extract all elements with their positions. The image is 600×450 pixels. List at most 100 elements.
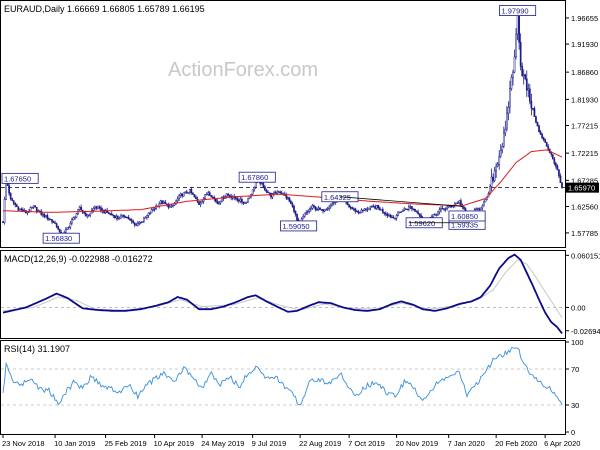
candle-body	[176, 198, 179, 202]
candle-body	[492, 176, 494, 181]
candle-body	[437, 211, 439, 216]
candle-body	[516, 14, 519, 35]
date-tick-label: 25 Feb 2019	[105, 439, 147, 448]
candle-body	[380, 209, 383, 211]
candle-body	[251, 189, 254, 195]
candle-body	[371, 206, 373, 208]
candle-body	[316, 209, 318, 211]
candle-body	[210, 195, 213, 198]
candle-body	[38, 210, 41, 212]
candle-body	[264, 186, 266, 191]
price-tick-label: 1.86860	[571, 68, 598, 77]
candle-body	[479, 207, 482, 210]
candle-body	[354, 208, 357, 212]
symbol-header: EURAUD,Daily 1.66669 1.66805 1.65789 1.6…	[4, 4, 205, 14]
candle-body	[483, 201, 485, 207]
candle-body	[57, 226, 59, 230]
trend-lines	[339, 196, 471, 224]
candle-body	[527, 88, 530, 91]
candle-body	[495, 165, 497, 172]
candle-body	[92, 208, 95, 211]
candle-body	[463, 206, 465, 209]
candle-body	[35, 206, 38, 212]
candle-body	[144, 217, 147, 219]
candle-body	[322, 209, 324, 212]
candle-body	[48, 218, 50, 220]
macd-line	[2, 253, 563, 334]
price-annotation-label: 1.56830	[45, 234, 72, 243]
candle-body	[355, 210, 358, 213]
macd-tick-label: 0.060151	[571, 251, 600, 260]
candle-body	[545, 142, 548, 147]
candle-body	[9, 193, 12, 199]
candle-body	[139, 221, 142, 224]
candle-body	[86, 214, 89, 217]
price-annotation-label: 1.67650	[4, 174, 31, 183]
candle-body	[32, 205, 35, 208]
candle-body	[279, 191, 282, 194]
candle-body	[394, 217, 396, 220]
candle-body	[515, 33, 517, 58]
candle-body	[178, 195, 180, 200]
moving-average-line	[2, 149, 563, 213]
candle-body	[555, 163, 557, 167]
candle-body	[117, 216, 119, 219]
candle-body	[110, 213, 113, 216]
candle-body	[522, 74, 525, 77]
candle-body	[8, 185, 10, 194]
candle-body	[378, 207, 381, 211]
candle-body	[440, 208, 442, 211]
candle-body	[84, 212, 87, 217]
candle-body	[37, 210, 40, 212]
candle-body	[31, 207, 33, 209]
candle-body	[204, 194, 207, 199]
candle-body	[190, 188, 193, 193]
candle-body	[58, 228, 61, 233]
candle-body	[45, 215, 47, 218]
candle-body	[98, 206, 101, 208]
candle-body	[328, 206, 331, 209]
candle-body	[179, 193, 182, 196]
candle-body	[348, 204, 350, 208]
rsi-tick-label: 30	[571, 401, 579, 410]
candle-body	[496, 164, 499, 167]
candle-body	[273, 192, 275, 194]
candle-body	[395, 215, 398, 219]
candle-body	[475, 208, 478, 211]
candle-body	[170, 205, 173, 207]
candle-body	[244, 202, 246, 204]
candle-body	[326, 208, 329, 210]
rsi-panel-frame	[0, 340, 566, 435]
candle-body	[434, 214, 436, 216]
candle-body	[75, 213, 78, 218]
candle-body	[181, 193, 184, 197]
candle-body	[293, 205, 295, 212]
date-tick-label: 20 Nov 2019	[396, 439, 439, 448]
candle-body	[397, 211, 399, 216]
candle-body	[311, 205, 314, 209]
candle-body	[409, 206, 412, 208]
candle-body	[69, 222, 72, 228]
candle-body	[535, 116, 537, 123]
candle-body	[198, 201, 200, 205]
price-annotation-box	[321, 191, 359, 203]
candle-body	[528, 88, 531, 102]
macd-series	[2, 253, 563, 334]
candle-body	[518, 14, 520, 43]
candle-body	[404, 208, 407, 210]
date-tick-label: 20 Feb 2020	[495, 439, 537, 448]
candle-body	[509, 88, 511, 108]
candle-body	[161, 200, 164, 204]
candle-body	[242, 201, 245, 204]
candle-body	[147, 212, 150, 216]
candle-body	[392, 216, 395, 219]
price-tick-label: 1.62560	[571, 203, 598, 212]
candle-body	[349, 206, 352, 209]
price-panel-frame	[0, 0, 566, 248]
candle-body	[538, 125, 540, 133]
candle-body	[401, 210, 404, 212]
price-annotation-label: 1.67860	[241, 173, 268, 182]
candle-body	[510, 77, 513, 89]
candle-body	[267, 191, 269, 193]
